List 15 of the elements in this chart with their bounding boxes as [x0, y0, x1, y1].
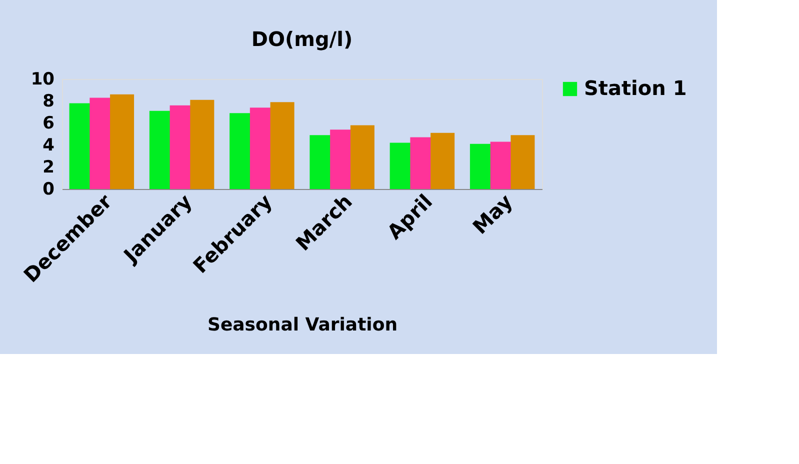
y-tick-label: 10 [30, 70, 55, 90]
y-tick-label: 2 [42, 158, 54, 178]
bar [510, 135, 535, 189]
bar [190, 100, 214, 189]
y-tick-label: 8 [42, 92, 54, 112]
bar [350, 125, 374, 189]
y-tick-label: 6 [42, 114, 54, 134]
bar [270, 102, 294, 189]
bar [110, 94, 134, 189]
x-axis-title: Seasonal Variation [207, 314, 398, 336]
legend-label: Station 1 [584, 76, 687, 100]
bar [430, 132, 455, 189]
y-tick-label: 0 [42, 180, 55, 200]
y-tick-label: 4 [42, 136, 55, 156]
chart-title: DO(mg/l) [251, 27, 353, 51]
